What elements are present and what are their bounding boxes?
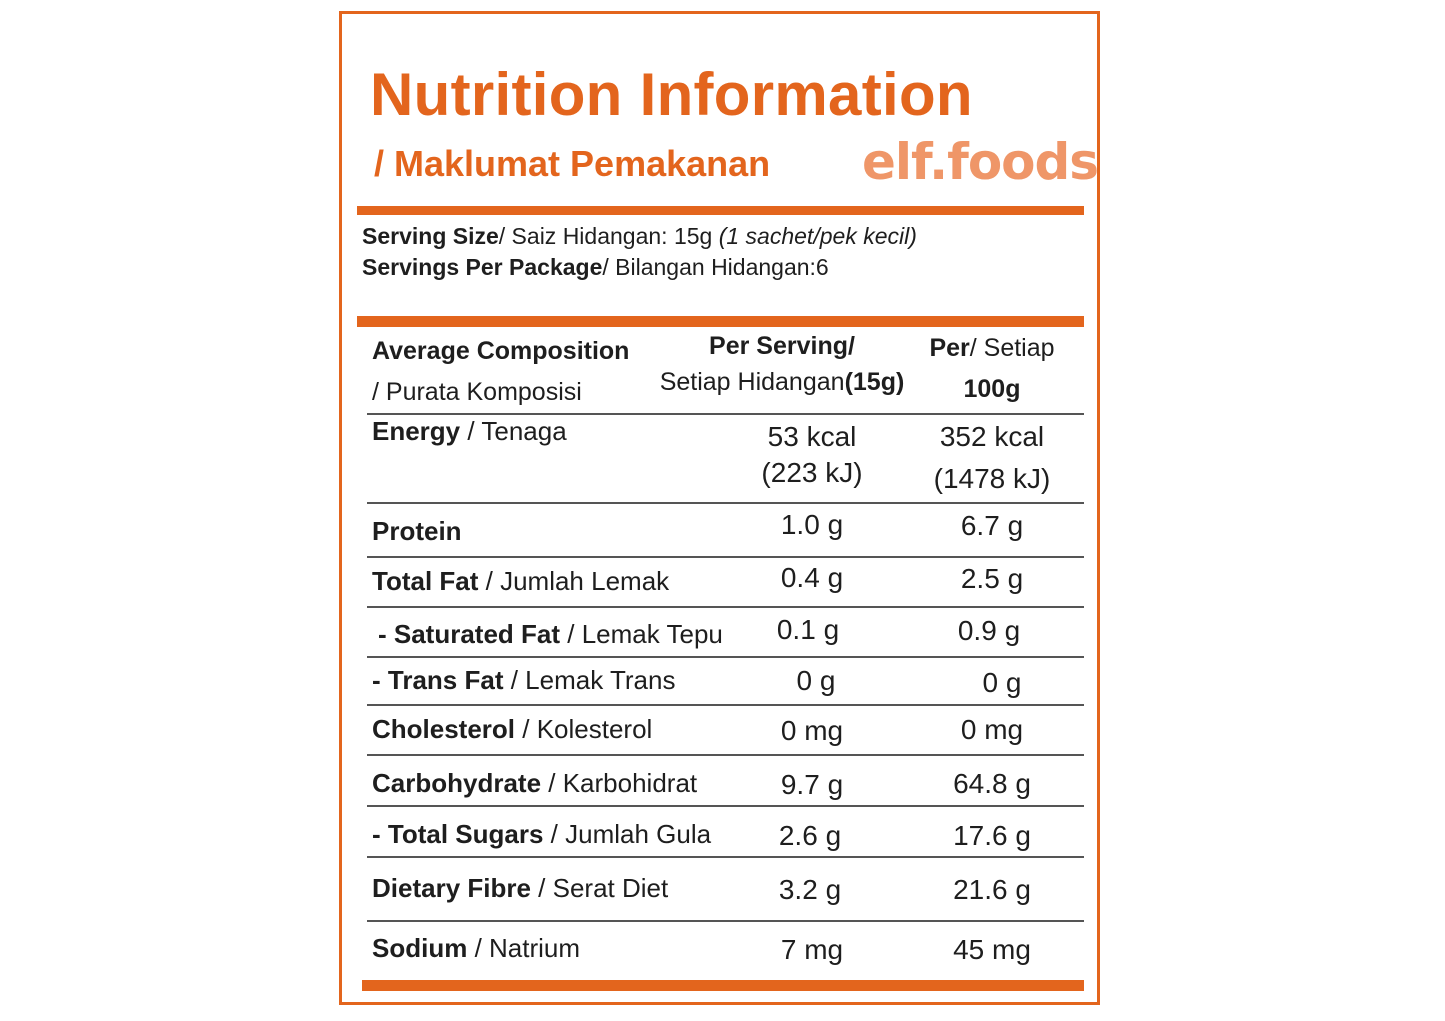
- header-setiap-hidangan: Setiap Hidangan: [659, 368, 845, 396]
- table-rule: [367, 502, 1084, 504]
- serving-size-note: (1 sachet/pek kecil): [718, 223, 917, 249]
- table-rule: [367, 920, 1084, 922]
- row-energy-name: Energy / Tenaga: [372, 414, 567, 448]
- label-subtitle: / Maklumat Pemakanan: [374, 143, 771, 184]
- header-per100-line1: Per/ Setiap: [892, 331, 1092, 365]
- row-protein-name: Protein: [372, 514, 462, 548]
- table-rule: [367, 413, 1084, 415]
- row-trans-fat-serving: 0 g: [796, 665, 836, 696]
- serving-size-label: Serving Size: [362, 223, 499, 249]
- header-composition-en-text: Average Composition: [372, 337, 630, 365]
- header-per100-line2: 100g: [892, 372, 1092, 406]
- row-cholesterol-name: Cholesterol / Kolesterol: [372, 712, 652, 746]
- middle-divider-bar: [357, 316, 1084, 327]
- row-energy-per100-kj: (1478 kJ): [933, 463, 1051, 494]
- row-carbohydrate-en: Carbohydrate: [372, 768, 542, 798]
- servings-per-package-line: Servings Per Package/ Bilangan Hidangan:…: [362, 252, 829, 282]
- serving-size-line: Serving Size/ Saiz Hidangan: 15g (1 sach…: [362, 221, 917, 251]
- row-total-sugars-name: - Total Sugars / Jumlah Gula: [372, 817, 711, 851]
- servings-per-package-value: / Bilangan Hidangan:6: [602, 254, 829, 280]
- row-carbohydrate-ms: / Karbohidrat: [541, 768, 698, 798]
- row-total-fat-serving: 0.4 g: [780, 562, 844, 593]
- row-saturated-fat-serving: 0.1 g: [776, 614, 840, 645]
- row-trans-fat-name: - Trans Fat / Lemak Trans: [372, 663, 675, 697]
- row-trans-fat-en: - Trans Fat: [372, 665, 504, 695]
- row-saturated-fat-name: - Saturated Fat / Lemak Tepu: [378, 617, 723, 651]
- row-protein-en: Protein: [372, 516, 462, 546]
- row-saturated-fat-en: - Saturated Fat: [378, 619, 561, 649]
- row-cholesterol-serving: 0 mg: [780, 715, 844, 746]
- header-per-serving-label: Per Serving/: [709, 332, 855, 360]
- bottom-divider-bar: [362, 980, 1084, 991]
- row-carbohydrate-per100: 64.8 g: [953, 768, 1031, 799]
- table-rule: [367, 704, 1084, 706]
- row-sodium-en: Sodium: [372, 933, 468, 963]
- row-carbohydrate-name: Carbohydrate / Karbohidrat: [372, 766, 697, 800]
- row-total-fat-per100: 2.5 g: [960, 563, 1024, 594]
- row-dietary-fibre-serving: 3.2 g: [778, 874, 842, 905]
- row-sodium-ms: / Natrium: [467, 933, 581, 963]
- row-sodium-name: Sodium / Natrium: [372, 931, 580, 965]
- header-composition-en: Average Composition: [372, 334, 629, 368]
- row-dietary-fibre-en: Dietary Fibre: [372, 873, 531, 903]
- row-energy-ms: / Tenaga: [460, 416, 567, 446]
- table-rule: [367, 805, 1084, 807]
- row-cholesterol-en: Cholesterol: [372, 714, 516, 744]
- header-setiap-label: / Setiap: [969, 334, 1055, 362]
- row-total-sugars-en: - Total Sugars: [372, 819, 544, 849]
- row-sodium-per100: 45 mg: [953, 934, 1031, 965]
- row-total-fat-ms: / Jumlah Lemak: [478, 566, 670, 596]
- top-divider-bar: [357, 206, 1084, 215]
- table-rule: [367, 606, 1084, 608]
- row-cholesterol-per100: 0 mg: [960, 714, 1024, 745]
- row-saturated-fat-ms: / Lemak Tepu: [560, 619, 723, 649]
- row-cholesterol-ms: / Kolesterol: [515, 714, 653, 744]
- row-saturated-fat-per100: 0.9 g: [957, 615, 1021, 646]
- row-total-sugars-serving: 2.6 g: [778, 820, 842, 851]
- header-per-label: Per: [929, 334, 970, 362]
- row-total-sugars-per100: 17.6 g: [953, 820, 1031, 851]
- row-total-sugars-ms: / Jumlah Gula: [543, 819, 712, 849]
- label-title: Nutrition Information: [370, 61, 973, 128]
- table-rule: [367, 856, 1084, 858]
- row-trans-fat-per100: 0 g: [982, 667, 1022, 698]
- header-serving-grams: (15g): [844, 368, 905, 396]
- row-energy-per100-kcal: 352 kcal: [939, 421, 1045, 452]
- serving-size-value: / Saiz Hidangan: 15g: [498, 223, 719, 249]
- row-trans-fat-ms: / Lemak Trans: [503, 665, 676, 695]
- row-energy-en: Energy: [372, 416, 461, 446]
- table-rule: [367, 656, 1084, 658]
- table-rule: [367, 754, 1084, 756]
- row-carbohydrate-serving: 9.7 g: [780, 769, 844, 800]
- row-total-fat-name: Total Fat / Jumlah Lemak: [372, 564, 669, 598]
- row-dietary-fibre-per100: 21.6 g: [953, 874, 1031, 905]
- header-per-serving-line1: Per Serving/: [642, 329, 922, 363]
- row-dietary-fibre-name: Dietary Fibre / Serat Diet: [372, 871, 668, 905]
- brand-logo: elf.foods: [862, 133, 1099, 191]
- nutrition-label: Nutrition Information / Maklumat Pemakan…: [339, 11, 1100, 1005]
- row-protein-serving: 1.0 g: [780, 509, 844, 540]
- row-energy-serving-kj: (223 kJ): [761, 457, 863, 488]
- row-protein-per100: 6.7 g: [960, 510, 1024, 541]
- servings-per-package-label: Servings Per Package: [362, 254, 603, 280]
- row-total-fat-en: Total Fat: [372, 566, 479, 596]
- row-sodium-serving: 7 mg: [780, 934, 844, 965]
- table-rule: [367, 556, 1084, 558]
- header-per-serving-line2: Setiap Hidangan(15g): [642, 365, 922, 399]
- row-dietary-fibre-ms: / Serat Diet: [530, 873, 669, 903]
- row-energy-serving-kcal: 53 kcal: [767, 421, 857, 452]
- header-100g-label: 100g: [963, 375, 1021, 403]
- header-composition-ms: / Purata Komposisi: [372, 378, 582, 406]
